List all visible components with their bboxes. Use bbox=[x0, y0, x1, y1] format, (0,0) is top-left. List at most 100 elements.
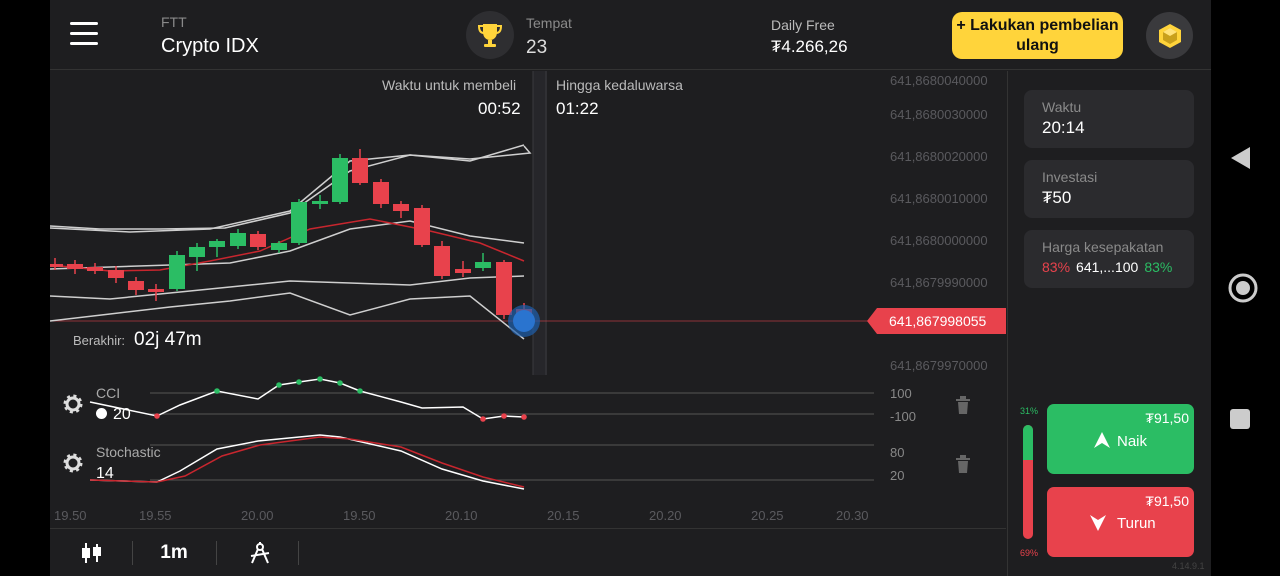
account-label[interactable]: Daily Free bbox=[771, 17, 835, 33]
candle bbox=[87, 267, 103, 271]
cci-level: 100 bbox=[890, 386, 912, 401]
trading-app: FTT Crypto IDX Tempat 23 Daily Free ₮4.2… bbox=[50, 0, 1211, 576]
timeframe-button[interactable]: 1m bbox=[148, 529, 200, 576]
candle bbox=[50, 264, 63, 267]
toolbar-divider bbox=[216, 541, 217, 565]
expiry-value: 01:22 bbox=[556, 99, 599, 118]
stochastic-settings-icon[interactable] bbox=[63, 453, 83, 473]
asset-ticker: FTT bbox=[161, 14, 187, 30]
candle bbox=[332, 158, 348, 202]
x-tick: 20.20 bbox=[649, 508, 682, 523]
ends-value: 02j 47m bbox=[134, 329, 202, 350]
candle bbox=[209, 241, 225, 247]
candle bbox=[230, 233, 246, 246]
arrow-down-icon bbox=[1090, 515, 1106, 531]
buy-time-label: Waktu untuk membeli bbox=[382, 77, 517, 93]
x-tick: 20.25 bbox=[751, 508, 784, 523]
x-tick: 19.50 bbox=[54, 508, 87, 523]
candle bbox=[271, 243, 287, 250]
time-label: Waktu bbox=[1042, 99, 1082, 115]
topup-button[interactable]: + Lakukan pembelian ulang bbox=[952, 12, 1123, 59]
bollinger-mid-band bbox=[50, 220, 525, 270]
sentiment-bar bbox=[1023, 425, 1033, 539]
stochastic-period: 14 bbox=[96, 465, 114, 482]
drawing-tools-icon[interactable] bbox=[240, 529, 280, 576]
cci-delete-icon[interactable] bbox=[954, 395, 972, 415]
candle bbox=[148, 289, 164, 292]
bollinger-upper-extension bbox=[50, 144, 525, 230]
asset-name[interactable]: Crypto IDX bbox=[161, 35, 259, 57]
payout-down: 83% bbox=[1042, 259, 1071, 275]
candlestick-icon[interactable] bbox=[72, 529, 112, 576]
candle bbox=[434, 246, 450, 276]
cci-period: 20 bbox=[113, 406, 131, 423]
x-tick: 19.55 bbox=[139, 508, 172, 523]
y-tick: 641,8679970000 bbox=[890, 358, 988, 373]
candle bbox=[496, 262, 512, 315]
y-tick: 641,8680040000 bbox=[890, 73, 988, 88]
timeframe-label: 1m bbox=[160, 542, 188, 563]
y-tick: 641,8680010000 bbox=[890, 191, 988, 206]
menu-icon[interactable] bbox=[70, 22, 98, 48]
price-chart[interactable] bbox=[50, 71, 1006, 528]
candle bbox=[250, 234, 266, 247]
strike-price-value: 641,...100 bbox=[1076, 259, 1139, 275]
strike-price-field[interactable]: Harga kesepakatan 83% 641,...100 83% bbox=[1024, 230, 1194, 288]
up-button[interactable]: ₮91,50 Naik bbox=[1047, 404, 1194, 474]
candle bbox=[475, 262, 491, 268]
x-tick: 20.30 bbox=[836, 508, 869, 523]
ends-label: Berakhir: bbox=[73, 333, 126, 348]
buy-time-value: 00:52 bbox=[478, 99, 521, 118]
chart-area[interactable]: Waktu untuk membeli 00:52 Hingga kedaluw… bbox=[50, 71, 1006, 528]
y-tick: 641,8680030000 bbox=[890, 107, 988, 122]
up-amount: ₮91,50 bbox=[1145, 410, 1189, 426]
cci-level: -100 bbox=[890, 409, 917, 424]
candle bbox=[393, 204, 409, 211]
cci-name: CCI bbox=[96, 385, 121, 401]
cci-color-dot bbox=[96, 408, 107, 419]
x-tick: 19.50 bbox=[343, 508, 376, 523]
down-label: Turun bbox=[1117, 515, 1156, 532]
y-tick: 641,8679990000 bbox=[890, 275, 988, 290]
back-icon[interactable] bbox=[1228, 145, 1254, 171]
recents-icon[interactable] bbox=[1228, 407, 1252, 431]
stochastic-level: 20 bbox=[890, 468, 905, 483]
current-price-marker bbox=[508, 305, 540, 337]
down-amount: ₮91,50 bbox=[1145, 493, 1189, 509]
top-bar: FTT Crypto IDX Tempat 23 Daily Free ₮4.2… bbox=[50, 0, 1211, 70]
investment-label: Investasi bbox=[1042, 169, 1098, 185]
bollinger-upper bbox=[50, 145, 532, 233]
arrow-up-icon bbox=[1094, 432, 1110, 448]
bollinger-lower bbox=[50, 292, 525, 340]
cci-settings-icon[interactable] bbox=[63, 394, 83, 414]
time-field[interactable]: Waktu 20:14 bbox=[1024, 90, 1194, 148]
strike-price-label: Harga kesepakatan bbox=[1042, 239, 1164, 255]
expiry-label: Hingga kedaluwarsa bbox=[556, 77, 683, 93]
down-button[interactable]: ₮91,50 Turun bbox=[1047, 487, 1194, 557]
candle bbox=[128, 281, 144, 290]
toolbar-divider bbox=[132, 541, 133, 565]
trophy-icon[interactable] bbox=[466, 11, 514, 59]
trade-panel: Waktu 20:14 Investasi ₮50 Harga kesepaka… bbox=[1007, 71, 1211, 576]
candle bbox=[108, 270, 124, 278]
home-icon[interactable] bbox=[1228, 273, 1258, 303]
candle bbox=[352, 158, 368, 183]
candle bbox=[291, 202, 307, 243]
bottom-toolbar: 1m bbox=[50, 528, 1006, 576]
stochastic-delete-icon[interactable] bbox=[954, 454, 972, 474]
sentiment-down-label: 69% bbox=[1020, 548, 1039, 558]
rank-value: 23 bbox=[526, 37, 548, 58]
account-balance[interactable]: ₮4.266,26 bbox=[771, 37, 848, 56]
avatar-icon[interactable] bbox=[1146, 12, 1193, 59]
toolbar-divider bbox=[298, 541, 299, 565]
candle bbox=[312, 201, 328, 204]
x-tick: 20.10 bbox=[445, 508, 478, 523]
investment-field[interactable]: Investasi ₮50 bbox=[1024, 160, 1194, 218]
y-tick: 641,8680020000 bbox=[890, 149, 988, 164]
sentiment-up-label: 31% bbox=[1020, 406, 1039, 416]
android-nav-bar bbox=[1211, 0, 1280, 576]
candle bbox=[414, 208, 430, 245]
rank-label: Tempat bbox=[526, 15, 572, 31]
sentiment-up-fill bbox=[1023, 425, 1033, 461]
candle bbox=[189, 247, 205, 257]
